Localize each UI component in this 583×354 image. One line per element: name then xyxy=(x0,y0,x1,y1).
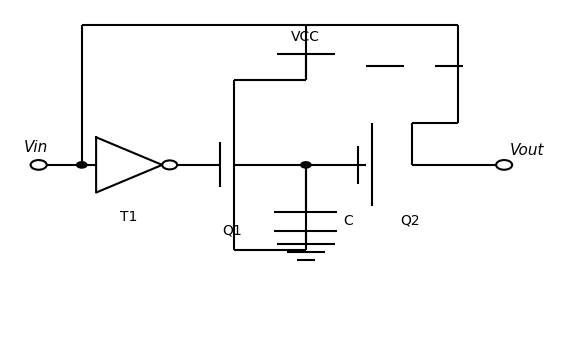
Text: C: C xyxy=(343,214,353,228)
Text: VCC: VCC xyxy=(292,30,321,44)
Circle shape xyxy=(30,160,47,170)
Circle shape xyxy=(301,162,311,168)
Text: Q2: Q2 xyxy=(401,213,420,227)
Circle shape xyxy=(76,162,87,168)
Text: Vout: Vout xyxy=(510,143,545,158)
Circle shape xyxy=(496,160,512,170)
Text: Q1: Q1 xyxy=(223,224,243,238)
Text: T1: T1 xyxy=(121,210,138,224)
Circle shape xyxy=(162,160,177,170)
Text: Vin: Vin xyxy=(24,139,48,155)
